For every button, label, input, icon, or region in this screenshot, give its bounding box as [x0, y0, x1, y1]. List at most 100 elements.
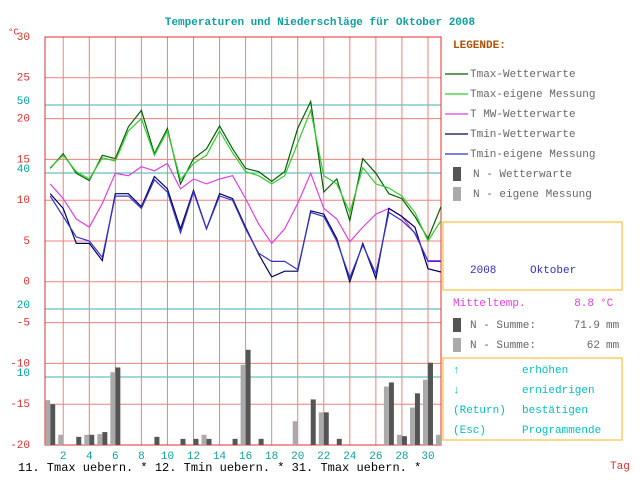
precip-bar	[245, 349, 251, 445]
precip-bar	[115, 367, 121, 445]
x-tick-label: 26	[369, 451, 382, 463]
control-action: erniedrigen	[522, 385, 595, 397]
x-tick-label: 6	[112, 451, 119, 463]
legend-label: Tmin-eigene Messung	[470, 149, 595, 161]
control-action: Programmende	[522, 425, 601, 437]
y2-tick-label: 50	[17, 96, 30, 108]
precip-bar	[383, 386, 389, 445]
temp-line	[49, 175, 442, 284]
x-axis-label: Tag	[610, 461, 630, 473]
y2-axis-label: mm	[0, 36, 1, 50]
y-tick-label: -5	[17, 318, 30, 330]
precip-bar	[292, 421, 298, 445]
x-tick-label: 10	[161, 451, 174, 463]
controls-box	[442, 357, 623, 441]
sum-value: 71.9	[574, 320, 600, 332]
y-tick-label: -20	[10, 440, 30, 452]
footer: 11. Tmax uebern. * 12. Tmin uebern. * 31…	[18, 461, 421, 475]
legend-swatch	[453, 167, 461, 181]
control-key: ↑	[453, 365, 460, 377]
y-tick-label: 5	[23, 236, 30, 248]
mean-value: 8.8	[574, 298, 594, 310]
mean-label: Mitteltemp.	[453, 298, 526, 310]
sum-value: 62	[587, 340, 600, 352]
y-tick-label: 25	[17, 73, 30, 85]
precip-bar	[76, 436, 82, 445]
precip-bar	[201, 434, 207, 445]
y-tick-label: 0	[23, 277, 30, 289]
x-tick-label: 8	[138, 451, 145, 463]
temp-line	[49, 178, 441, 280]
sum-unit: mm	[606, 340, 620, 352]
precip-bar	[180, 438, 186, 445]
x-tick-label: 20	[291, 451, 304, 463]
legend-swatch	[453, 187, 461, 201]
legend-label: T MW-Wetterwarte	[470, 109, 576, 121]
precip-bar	[206, 438, 212, 445]
x-tick-label: 22	[317, 451, 330, 463]
precip-bar	[310, 399, 316, 445]
chart-title: Temperaturen und Niederschläge für Oktob…	[165, 17, 476, 29]
y2-tick-label: 10	[17, 368, 30, 380]
precip-bar	[436, 434, 441, 445]
temp-line	[49, 162, 441, 262]
precip-bar	[401, 436, 407, 445]
sum-swatch	[453, 318, 461, 332]
y-tick-label: -15	[10, 399, 30, 411]
sum-swatch	[453, 338, 461, 352]
x-tick-label: 12	[187, 451, 200, 463]
legend-label: N - eigene Messung	[473, 189, 592, 201]
legend-label: Tmax-eigene Messung	[470, 89, 595, 101]
precip-bar	[97, 434, 103, 445]
precip-bar	[58, 434, 64, 445]
y-axis-label: °C	[8, 27, 19, 37]
x-tick-label: 18	[265, 451, 278, 463]
precip-bar	[240, 364, 246, 445]
legend-label: Tmin-Wetterwarte	[470, 129, 576, 141]
sum-label: N - Summe:	[470, 320, 536, 332]
precip-bar	[427, 362, 433, 445]
y2-tick-label: 20	[17, 300, 30, 312]
x-tick-label: 24	[343, 451, 357, 463]
precip-bar	[45, 400, 51, 445]
precip-bar	[422, 379, 428, 445]
precip-bar	[89, 434, 95, 445]
precip-bar	[102, 432, 108, 445]
y-tick-label: 15	[17, 154, 30, 166]
control-key: (Return)	[453, 405, 506, 417]
control-action: bestätigen	[522, 405, 588, 417]
y2-tick-label: 40	[17, 164, 30, 176]
precip-bar	[84, 434, 90, 445]
sum-label: N - Summe:	[470, 340, 536, 352]
precip-bar	[154, 436, 160, 445]
precip-bar	[50, 404, 56, 445]
precip-bar	[388, 382, 394, 445]
legend-label: N - Wetterwarte	[473, 169, 572, 181]
sum-unit: mm	[606, 320, 620, 332]
precip-bar	[336, 438, 342, 445]
precip-bar	[409, 407, 415, 445]
precip-bar	[396, 434, 402, 445]
x-tick-label: 28	[395, 451, 408, 463]
date-box	[442, 221, 623, 291]
y-tick-label: 20	[17, 114, 30, 126]
precip-bar	[258, 438, 264, 445]
precip-bar	[110, 372, 116, 445]
year: 2008	[470, 265, 496, 277]
month: Oktober	[530, 265, 576, 277]
mean-unit: °C	[600, 298, 614, 310]
precip-bar	[193, 438, 199, 445]
legend-label: Tmax-Wetterwarte	[470, 69, 576, 81]
precip-bar	[414, 393, 420, 445]
control-key: (Esc)	[453, 425, 486, 437]
y-tick-label: -10	[10, 358, 30, 370]
control-key: ↓	[453, 385, 460, 397]
precip-bar	[323, 412, 329, 445]
x-tick-label: 30	[421, 451, 434, 463]
legend-title: LEGENDE:	[453, 40, 506, 52]
x-tick-label: 14	[213, 451, 227, 463]
precip-bar	[232, 438, 238, 445]
x-tick-label: 2	[60, 451, 67, 463]
